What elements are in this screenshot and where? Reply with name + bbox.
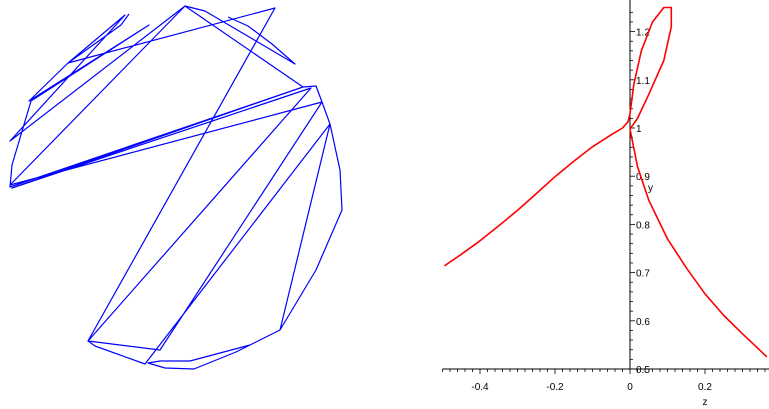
y-tick-label: 0.8	[636, 220, 650, 231]
x-tick-label: -0.2	[546, 382, 564, 393]
y-tick-label: 1.1	[636, 76, 650, 87]
right-chart: -0.4 -0.2 0 0.2 0.5 0.6 0.7 0.8 0.9 1 1.1 1.2 z y	[442, 0, 769, 408]
y-tick-label: 0.9	[636, 172, 650, 183]
y-tick-label: 0.5	[636, 365, 650, 376]
series-line	[443, 6, 768, 358]
x-tick-label: 0.2	[698, 382, 712, 393]
x-axis-label: z	[703, 397, 708, 408]
y-tick-label: 0.6	[636, 317, 650, 328]
y-tick-label: 1.2	[636, 28, 650, 39]
y-axis-label: y	[648, 183, 653, 194]
axes	[442, 0, 769, 370]
y-tick-label: 1	[636, 124, 642, 135]
tick-marks: -0.4 -0.2 0 0.2 0.5 0.6 0.7 0.8 0.9 1 1.1 1.2	[442, 11, 766, 393]
x-tick-label: 0	[627, 382, 633, 393]
series-line	[9, 5, 343, 370]
left-chart	[9, 5, 343, 370]
y-tick-label: 0.7	[636, 269, 650, 280]
x-tick-label: -0.4	[471, 382, 489, 393]
curve-layer	[443, 6, 768, 358]
